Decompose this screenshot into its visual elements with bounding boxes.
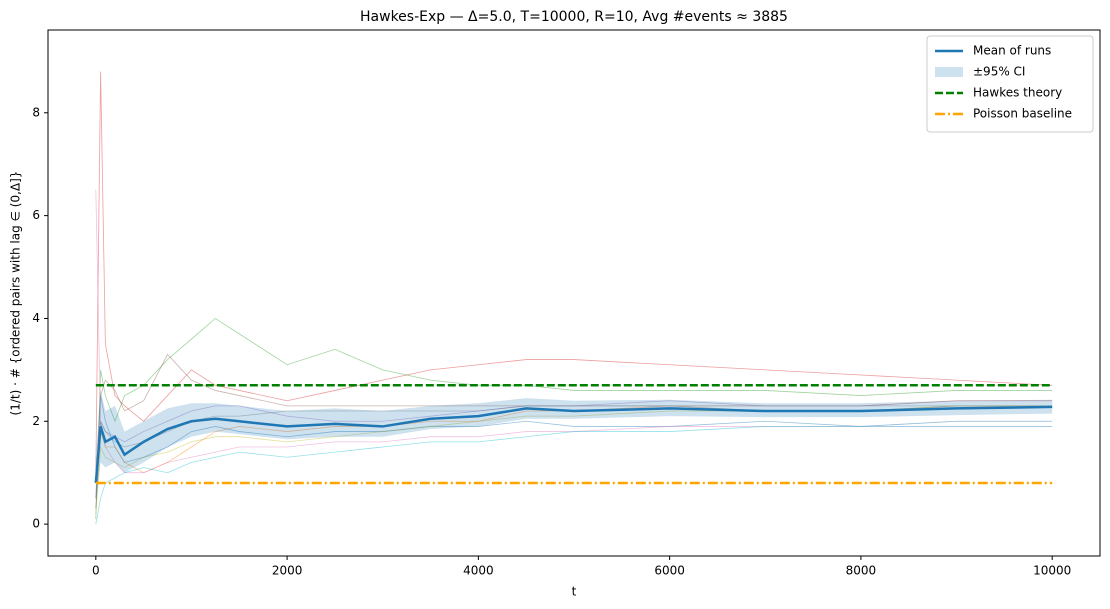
y-tick-label: 2	[32, 414, 40, 428]
x-tick-label: 8000	[846, 564, 877, 578]
run-line	[95, 405, 1053, 514]
run-line	[95, 395, 1053, 499]
legend-label: Poisson baseline	[973, 107, 1072, 121]
plot-frame	[47, 29, 1101, 557]
legend-label: ±95% CI	[973, 65, 1025, 79]
x-tick-label: 4000	[463, 564, 494, 578]
run-line	[95, 400, 1053, 509]
run-line	[95, 353, 1053, 484]
run-line	[95, 71, 1053, 473]
x-tick-label: 6000	[654, 564, 685, 578]
run-line	[95, 317, 1053, 519]
x-tick-label: 0	[92, 564, 100, 578]
run-line	[95, 400, 1053, 499]
run-line	[95, 420, 1053, 525]
series-line	[94, 405, 1053, 484]
run-line	[95, 189, 1053, 474]
y-tick-label: 4	[32, 311, 40, 325]
x-axis-label: t	[572, 585, 577, 599]
y-tick-label: 8	[32, 105, 40, 119]
y-tick-label: 6	[32, 208, 40, 222]
ci-band	[95, 390, 1053, 509]
x-tick-label: 2000	[272, 564, 303, 578]
legend-label: Mean of runs	[973, 44, 1051, 58]
x-tick-label: 10000	[1033, 564, 1071, 578]
legend-label: Hawkes theory	[973, 86, 1062, 100]
chart-title: Hawkes-Exp — Δ=5.0, T=10000, R=10, Avg #…	[360, 9, 788, 25]
legend-box	[926, 35, 1094, 133]
y-axis-label: (1/t) · # {ordered pairs with lag ∈ (0,Δ…	[9, 171, 23, 416]
legend-swatch	[935, 67, 963, 77]
y-tick-label: 0	[32, 517, 40, 531]
